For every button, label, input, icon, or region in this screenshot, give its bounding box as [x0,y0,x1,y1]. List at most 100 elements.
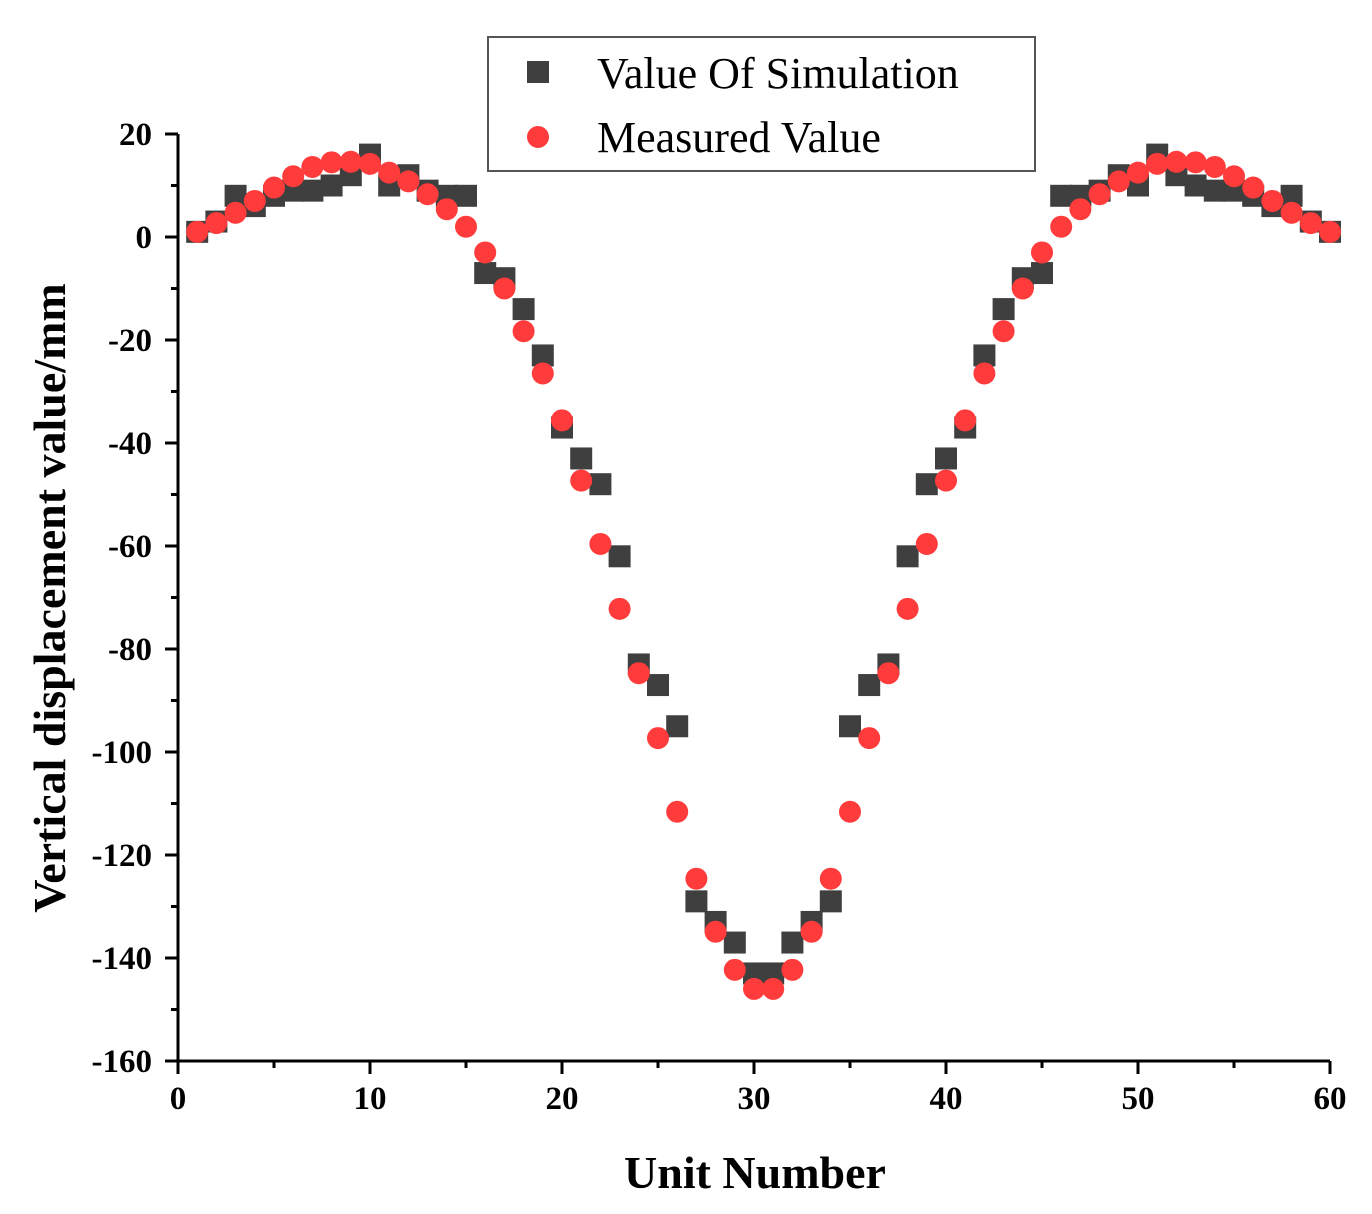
x-tick-label: 0 [170,1081,187,1117]
measured-point [647,727,669,750]
measured-point [704,920,727,943]
y-tick-label: -120 [92,838,153,874]
y-tick-label: 0 [136,220,153,256]
measured-point [224,201,247,224]
x-tick-label: 60 [1314,1081,1347,1117]
measured-point [531,362,554,385]
measured-point [1011,277,1034,300]
measured-point [1107,170,1130,193]
measured-point [1165,150,1188,173]
measured-point [397,170,420,193]
measured-point [915,532,938,555]
measured-point [608,597,631,620]
series-layer [186,143,1341,1000]
measured-point [627,662,650,685]
x-tick-label: 30 [738,1081,771,1117]
legend: Value Of Simulation Measured Value [487,36,1036,172]
simulation-point [1031,262,1053,285]
measured-point [455,215,477,238]
measured-point [819,867,842,890]
y-tick-label: -100 [92,735,153,771]
simulation-point [301,179,324,202]
measured-point [435,198,458,221]
measured-point [1299,212,1322,235]
y-tick-label: -160 [92,1044,153,1080]
simulation-point [1050,184,1073,207]
simulation-point [1203,179,1226,202]
simulation-point [320,174,343,197]
measured-point [762,977,785,1000]
x-axis-title: Unit Number [624,1147,886,1198]
measured-point [1031,241,1053,264]
simulation-point [743,962,765,985]
measured-point [1223,165,1245,188]
legend-box [487,36,1036,172]
measured-point [1184,151,1207,174]
simulation-point [455,184,477,207]
measured-point [243,189,266,212]
measured-point [877,662,900,685]
measured-point [743,977,765,1000]
legend-label-simulation: Value Of Simulation [597,49,959,98]
x-tick-label: 50 [1122,1081,1155,1117]
measured-point [800,920,823,943]
simulation-point [512,298,535,321]
measured-point [359,152,381,175]
x-axis: 0 10 20 30 40 50 60 [170,1059,1347,1117]
simulation-point [973,344,996,367]
simulation-point [819,890,842,913]
y-tick-label: -20 [108,323,152,359]
measured-point [1069,198,1092,221]
simulation-point [935,447,957,470]
simulation-point [896,545,919,568]
measured-point [954,409,977,432]
measured-point [589,532,612,555]
measured-point [263,176,285,199]
y-tick-label: -60 [108,529,152,565]
measured-point [1146,152,1169,175]
simulation-point [1184,174,1207,197]
measured-point [1088,183,1111,206]
measured-point [416,183,439,206]
measured-point [205,212,228,235]
simulation-point [608,545,631,568]
simulation-point [781,931,804,954]
simulation-point [762,962,785,985]
measured-point [378,161,401,184]
measured-point [186,220,209,243]
measured-point [301,155,324,178]
legend-marker-simulation [527,61,549,83]
simulation-point [723,931,746,954]
simulation-point [685,890,708,913]
simulation-point [531,344,554,367]
measured-point [973,362,996,385]
measured-point [551,409,573,432]
measured-point [493,277,516,300]
measured-point [282,165,305,188]
measured-point [839,800,861,823]
measured-point [781,958,804,981]
measured-point [896,597,919,620]
simulation-point [1280,184,1303,207]
measured-point [512,320,535,343]
simulation-point [647,674,669,697]
measured-point [1319,220,1341,243]
measured-point [1050,215,1073,238]
simulation-point [224,184,247,207]
simulation-point [839,715,861,738]
measured-point [723,958,746,981]
y-tick-label: -40 [108,426,152,462]
measured-point [320,151,343,174]
legend-marker-measured [527,126,549,148]
measured-point [992,320,1015,343]
simulation-point [915,473,938,496]
measured-point [666,800,689,823]
measured-point [935,469,957,492]
y-axis-title: Vertical displacement value/mm [24,283,75,912]
simulation-point [666,715,689,738]
simulation-point [570,447,593,470]
simulation-point [858,674,881,697]
measured-point [570,469,593,492]
legend-label-measured: Measured Value [597,113,881,162]
